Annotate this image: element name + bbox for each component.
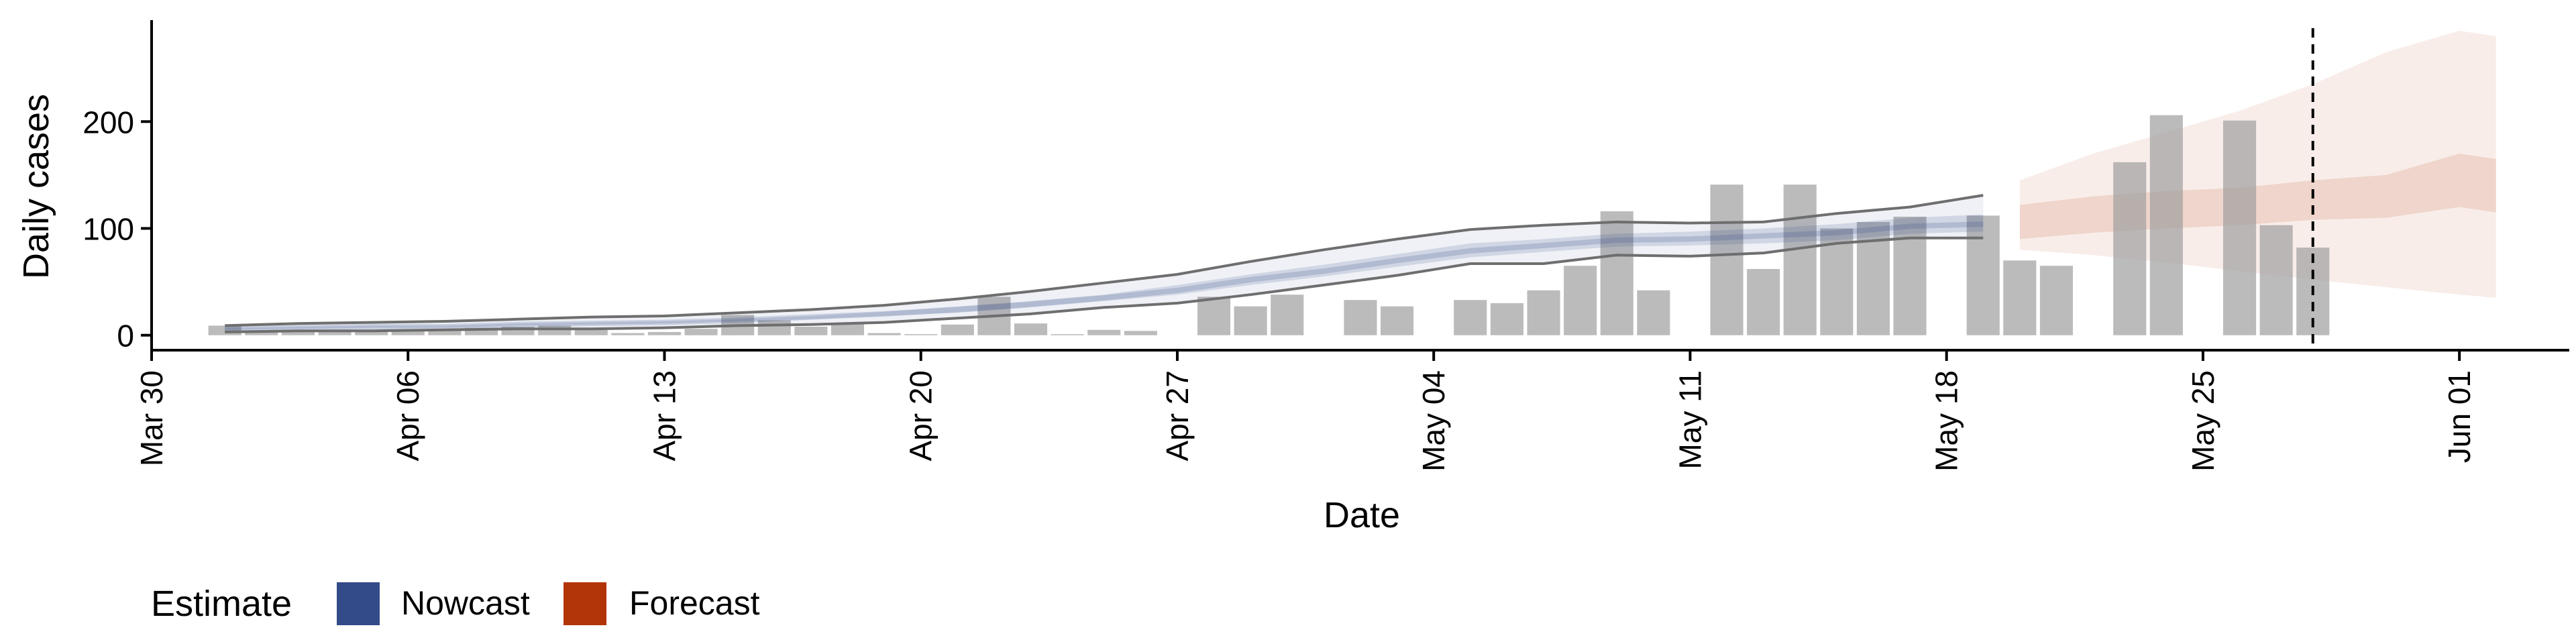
- case-bar: [391, 331, 425, 335]
- case-bar: [1197, 297, 1231, 335]
- case-bar: [574, 329, 608, 335]
- y-tick-label: 100: [83, 211, 134, 246]
- case-bar: [1124, 331, 1157, 335]
- case-bar: [1637, 290, 1670, 335]
- legend-swatch-forecast: [564, 582, 606, 625]
- nowcast-inner-band: [225, 214, 1984, 330]
- case-bar: [611, 333, 645, 335]
- case-bar: [1051, 334, 1084, 335]
- x-tick-label: Apr 20: [904, 370, 938, 462]
- x-tick-label: Apr 06: [390, 370, 425, 462]
- x-tick-label: May 11: [1673, 370, 1708, 469]
- case-bar: [1564, 266, 1597, 335]
- legend-swatch-nowcast: [337, 582, 380, 625]
- nowcast-outer-band: [225, 195, 1984, 332]
- case-bar: [684, 329, 718, 335]
- nowcast-lower-line: [225, 236, 1984, 333]
- case-bar: [1747, 269, 1780, 335]
- case-bar: [867, 333, 901, 335]
- x-tick-label: Apr 13: [647, 370, 682, 462]
- y-ticks: 0 100 200: [83, 105, 152, 354]
- case-bar: [2259, 225, 2293, 335]
- case-bar: [1344, 300, 1377, 335]
- case-bar: [1234, 306, 1267, 335]
- x-tick-label: Apr 27: [1160, 370, 1195, 462]
- case-bar: [1087, 329, 1121, 335]
- case-bar: [318, 331, 352, 335]
- x-axis-title: Date: [1324, 495, 1400, 535]
- nowcast-layer: [225, 194, 1984, 333]
- case-bar: [941, 324, 974, 335]
- x-tick-label: Jun 01: [2442, 370, 2477, 463]
- case-bar: [830, 323, 864, 335]
- case-bar: [281, 331, 315, 335]
- legend-label-forecast: Forecast: [629, 584, 760, 622]
- case-bar: [1820, 228, 1854, 335]
- legend: Estimate Nowcast Forecast: [151, 582, 760, 625]
- case-bar: [464, 327, 498, 335]
- case-bar: [1600, 211, 1633, 335]
- case-bar: [1966, 215, 2000, 335]
- case-bar: [1710, 184, 1743, 335]
- case-bar: [1783, 184, 1817, 335]
- nowcast-median-line: [225, 221, 1984, 332]
- y-axis-title: Daily cases: [16, 94, 56, 279]
- legend-label-nowcast: Nowcast: [401, 584, 530, 622]
- case-bar: [794, 327, 828, 335]
- case-bar: [1271, 294, 1304, 335]
- x-tick-label: May 18: [1929, 370, 1964, 472]
- x-tick-label: May 04: [1416, 370, 1451, 472]
- x-ticks: Mar 30 Apr 06 Apr 13 Apr 20 Apr 27 May 04 May …: [134, 350, 2477, 472]
- case-bar: [1527, 290, 1560, 335]
- legend-title: Estimate: [151, 584, 292, 624]
- case-bar: [355, 331, 388, 335]
- case-bar: [1454, 300, 1487, 335]
- case-bar: [904, 334, 938, 335]
- nowcast-upper-line: [225, 194, 1984, 327]
- case-bar: [1893, 217, 1927, 335]
- case-bar: [2223, 120, 2257, 335]
- case-bar: [1381, 306, 1414, 335]
- x-tick-label: Mar 30: [134, 370, 169, 466]
- bars-layer: [208, 115, 2330, 335]
- case-bar: [2003, 260, 2037, 335]
- case-bar: [1014, 323, 1048, 335]
- case-bar: [2039, 266, 2073, 335]
- x-tick-label: May 25: [2186, 370, 2220, 472]
- case-bar: [2149, 115, 2183, 335]
- y-tick-label: 0: [117, 319, 134, 354]
- case-bar: [245, 331, 278, 335]
- y-tick-label: 200: [83, 105, 134, 140]
- case-bar: [647, 331, 681, 335]
- forecast-bands-layer: [2019, 30, 2496, 299]
- case-bar: [428, 331, 462, 335]
- case-bar: [1490, 303, 1523, 335]
- case-bar: [2113, 162, 2147, 335]
